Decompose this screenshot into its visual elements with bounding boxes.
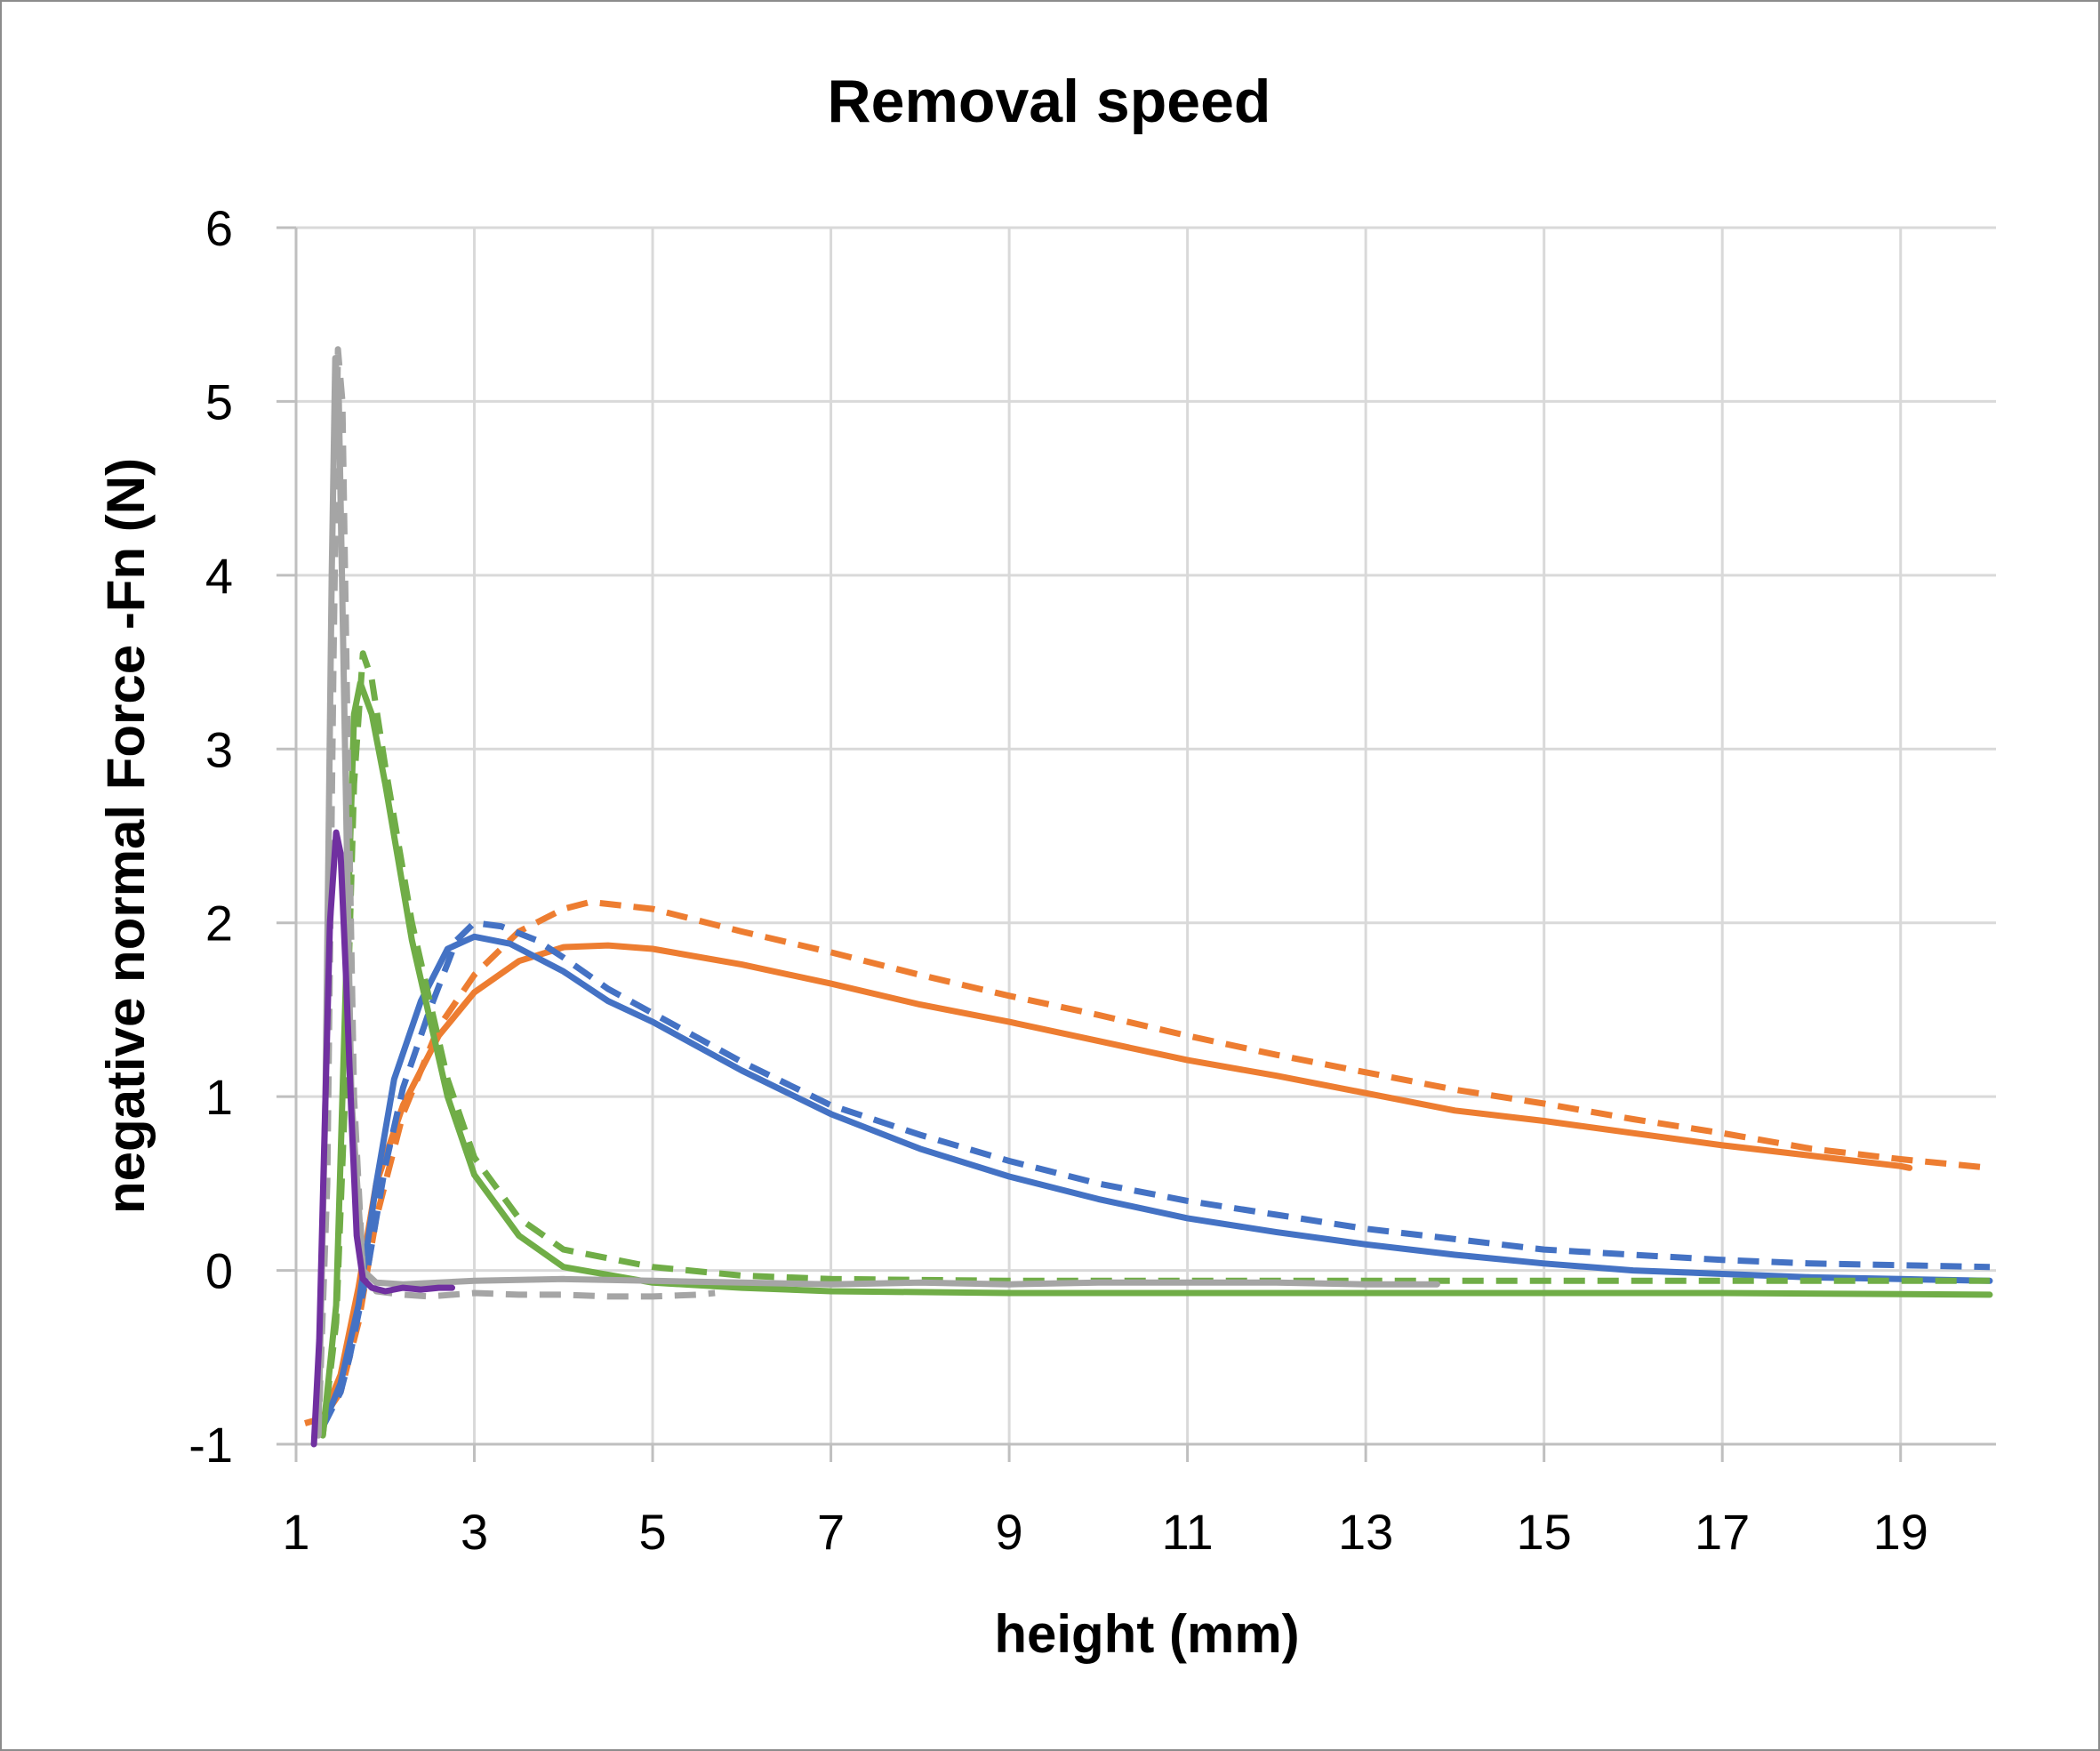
- x-tick-label: 19: [1873, 1504, 1928, 1560]
- series-line-9: [310, 829, 455, 1448]
- series-line-5: [319, 650, 1990, 1436]
- x-tick-label: 3: [461, 1504, 488, 1560]
- y-tick-label: 0: [205, 1243, 233, 1299]
- x-tick-label: 13: [1338, 1504, 1393, 1560]
- series-line-7: [315, 346, 716, 1436]
- y-tick-label: 4: [205, 548, 233, 604]
- y-axis-label: negative normal Force -Fn (N): [96, 458, 156, 1214]
- series-line-4: [319, 933, 1993, 1430]
- y-tick-label: 1: [205, 1069, 233, 1125]
- series-line-8: [315, 355, 1440, 1439]
- series-line-1: [304, 898, 1991, 1426]
- x-axis-label: height (mm): [994, 1604, 1299, 1664]
- series-line-6: [319, 679, 1993, 1439]
- y-tick-label: 6: [205, 200, 233, 256]
- x-tick-label: 17: [1695, 1504, 1750, 1560]
- x-tick-label: 5: [638, 1504, 666, 1560]
- y-tick-label: 3: [205, 721, 233, 777]
- series-line-3: [319, 920, 1991, 1429]
- chart-title: Removal speed: [828, 68, 1271, 135]
- y-tick-label: 2: [205, 896, 233, 952]
- data-series: [304, 346, 1993, 1448]
- x-tick-label: 7: [817, 1504, 845, 1560]
- x-tick-label: 1: [282, 1504, 309, 1560]
- series-line-2: [319, 942, 1913, 1422]
- y-tick-label: 5: [205, 373, 233, 430]
- x-tick-label: 15: [1517, 1504, 1572, 1560]
- x-tick-label: 9: [996, 1504, 1023, 1560]
- axes: [277, 226, 1996, 1462]
- y-tick-label: -1: [188, 1417, 233, 1473]
- x-tick-label: 11: [1162, 1504, 1214, 1560]
